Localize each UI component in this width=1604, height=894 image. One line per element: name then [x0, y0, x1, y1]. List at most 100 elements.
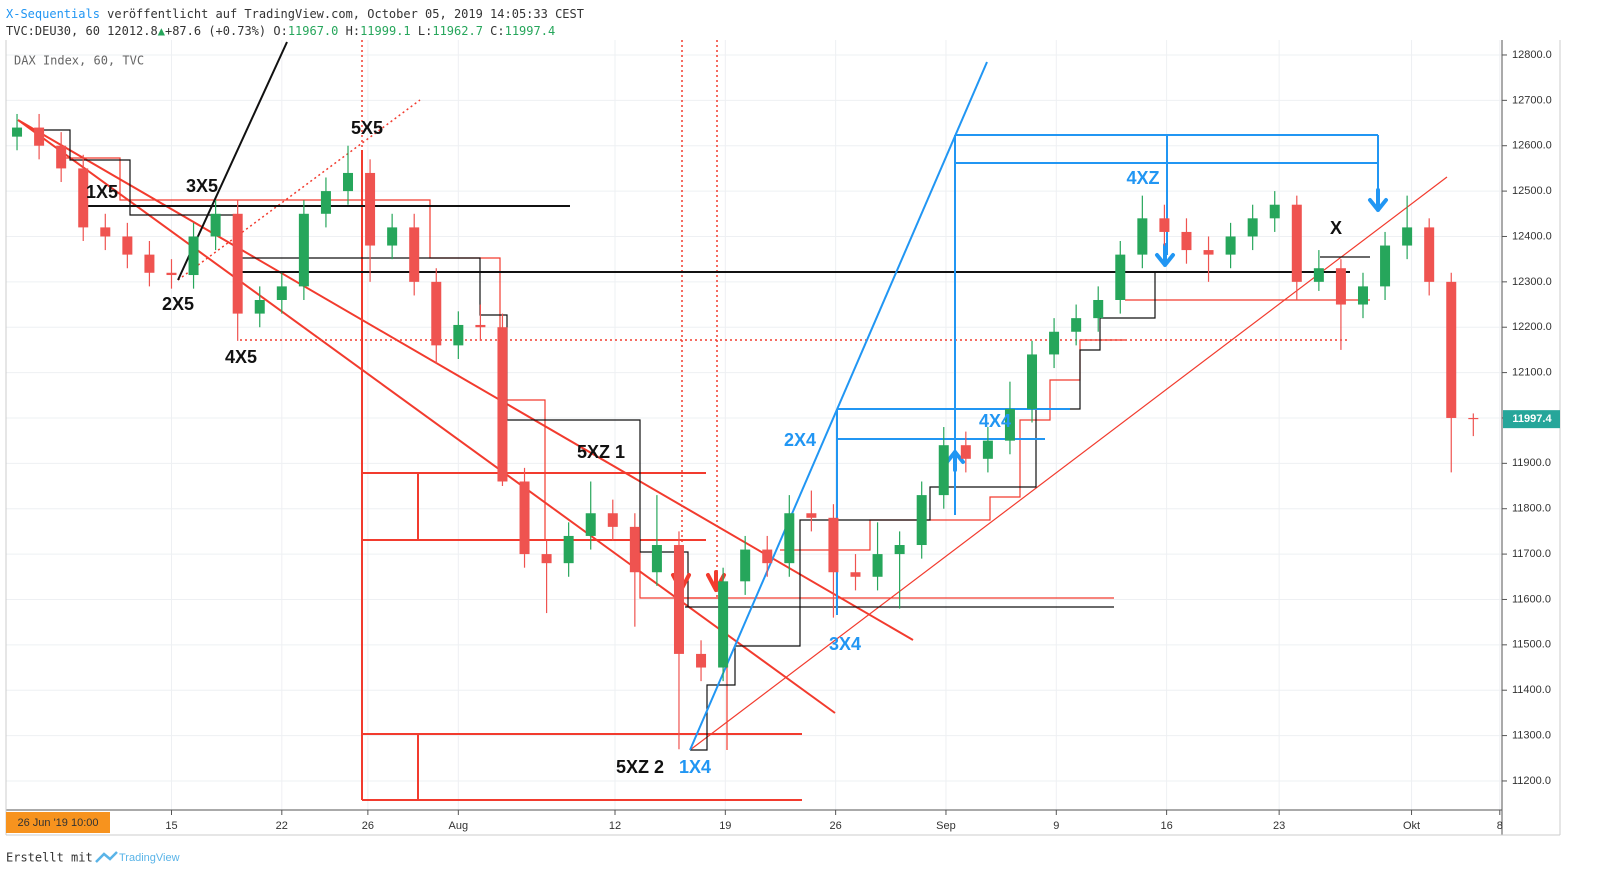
annotations: 1X5 2X5 3X5 4X5 5X5 5XZ 1 5XZ 2 1X4 2X4 …	[86, 118, 1342, 777]
candle-body	[34, 127, 45, 146]
candle-body	[1071, 318, 1082, 332]
candle-body	[740, 549, 751, 582]
candle-body	[651, 545, 662, 573]
candle-body	[100, 227, 111, 237]
legend: DAX Index, 60, TVC	[14, 54, 144, 68]
header-line: X-Sequentials veröffentlicht auf Trading…	[6, 7, 584, 21]
candle-body	[960, 445, 971, 459]
candle-body	[916, 495, 927, 546]
candle-body	[673, 545, 684, 654]
cursor-label: 26 Jun '19 10:00	[17, 817, 98, 829]
candle-body	[12, 127, 23, 137]
candles	[12, 113, 1479, 750]
candle-body	[1203, 250, 1214, 255]
candle-body	[188, 236, 199, 276]
y-tick-label: 12600.0	[1512, 140, 1552, 152]
candle-body	[1093, 299, 1104, 319]
annotation: 2X4	[784, 430, 816, 450]
x-tick-label: 12	[609, 820, 621, 832]
candle-body	[254, 299, 265, 314]
candle-body	[409, 227, 420, 282]
x-tick-label: Sep	[936, 820, 956, 832]
published: veröffentlicht auf TradingView.com, Octo…	[107, 7, 584, 21]
y-tick-label: 11200.0	[1512, 775, 1551, 787]
x-tick-label: Okt	[1403, 820, 1420, 832]
candle-body	[519, 481, 530, 555]
x-tick-label: 19	[719, 820, 731, 832]
y-tick-label: 11900.0	[1512, 457, 1551, 469]
candle-body	[1225, 236, 1236, 255]
close-label: C:	[490, 24, 504, 38]
candle-body	[1115, 254, 1126, 300]
candle-body	[232, 213, 243, 314]
candle-body	[806, 513, 817, 518]
last: 12012.8	[107, 24, 158, 38]
annotation: 3X5	[186, 176, 218, 196]
annotation: 5XZ 2	[616, 757, 664, 777]
candle-body	[320, 191, 331, 214]
candle-body	[1049, 331, 1060, 355]
symbol: TVC:DEU30, 60	[6, 24, 100, 38]
candle-body	[762, 549, 773, 564]
candle-body	[828, 517, 839, 573]
change: +87.6 (+0.73%)	[165, 24, 266, 38]
candle-body	[1468, 417, 1479, 420]
annotation: 3X4	[829, 634, 861, 654]
candle-body	[541, 554, 552, 564]
brand-logo	[95, 851, 118, 863]
low: 11962.7	[432, 24, 483, 38]
candle-body	[365, 172, 376, 246]
candle-body	[563, 535, 574, 564]
candle-body	[1291, 204, 1302, 282]
x-tick-label: Aug	[449, 820, 469, 832]
y-tick-label: 12300.0	[1512, 276, 1552, 288]
open: 11967.0	[288, 24, 339, 38]
candle-body	[696, 653, 707, 668]
candle-body	[1247, 218, 1258, 237]
y-tick-label: 12100.0	[1512, 366, 1552, 378]
candle-body	[1181, 231, 1192, 251]
candle-body	[1027, 354, 1038, 409]
candle-body	[718, 581, 729, 668]
x-tick-label: 16	[1160, 820, 1172, 832]
brand: TradingView	[119, 852, 180, 864]
candle-body	[1380, 245, 1391, 287]
candle-body	[1269, 204, 1280, 219]
drawings	[17, 40, 1448, 801]
candle-body	[78, 168, 89, 228]
x-tick-label: 23	[1273, 820, 1285, 832]
annotation: 5XZ 1	[577, 442, 625, 462]
candle-body	[938, 445, 949, 496]
low-label: L:	[418, 24, 432, 38]
annotation: 4X5	[225, 347, 257, 367]
annotation: 5X5	[351, 118, 383, 138]
candle-body	[1424, 227, 1435, 282]
annotation: X	[1330, 218, 1342, 238]
annotation: 1X5	[86, 182, 118, 202]
x-tick-label: 26	[362, 820, 374, 832]
candle-body	[872, 554, 883, 577]
candle-body	[453, 324, 464, 346]
up-arrow: ▲	[158, 24, 166, 38]
high: 11999.1	[360, 24, 411, 38]
y-tick-label: 12500.0	[1512, 185, 1552, 197]
high-label: H:	[346, 24, 360, 38]
annotation: 1X4	[679, 757, 711, 777]
candle-body	[1137, 218, 1148, 255]
candle-body	[982, 440, 993, 459]
footer-text: Erstellt mit	[6, 851, 93, 865]
candle-body	[431, 281, 442, 346]
candle-body	[607, 513, 618, 527]
x-tick-label: 26	[830, 820, 842, 832]
open-label: O:	[273, 24, 287, 38]
candle-body	[122, 236, 133, 255]
annotation: 4X4	[979, 411, 1011, 431]
candle-body	[166, 272, 177, 276]
candle-body	[784, 513, 795, 564]
candle-body	[1402, 227, 1413, 246]
y-tick-label: 11800.0	[1512, 503, 1551, 515]
x-tick-label: 9	[1053, 820, 1059, 832]
last-price-tag-bg	[1503, 410, 1560, 429]
candle-body	[475, 324, 486, 328]
